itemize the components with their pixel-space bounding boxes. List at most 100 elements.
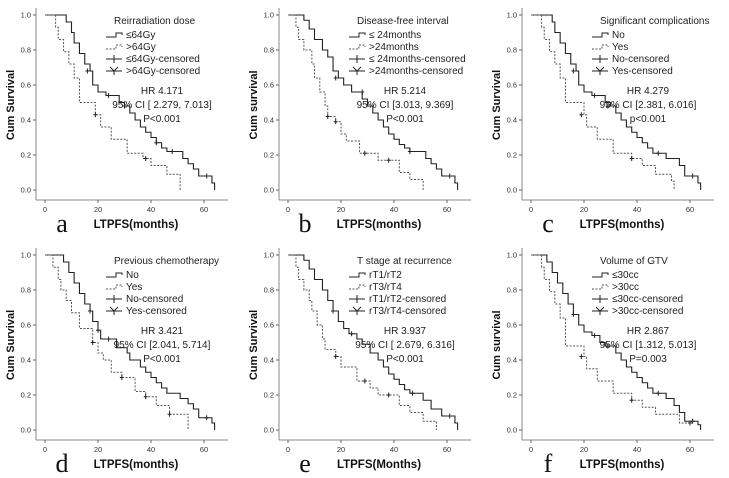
y-axis-label: Cum Survival [491, 70, 503, 140]
x-tick-label: 0 [43, 205, 47, 214]
y-tick-label: 0.0 [507, 186, 517, 195]
survival-curve-group1 [531, 14, 702, 190]
y-axis-label: Cum Survival [5, 310, 17, 380]
x-tick-label: 60 [200, 445, 208, 454]
legend-entry: rT3/rT4 [369, 282, 402, 293]
survival-curve-group1 [45, 254, 216, 430]
x-axis-label: LTPFS(months) [580, 459, 665, 471]
stat-annotation: p<0.001 [630, 114, 667, 125]
x-tick-label: 0 [529, 445, 533, 454]
legend-symbol-dashed-step [592, 284, 609, 290]
legend-symbol-star [356, 306, 362, 312]
km-panel-c: 0.0 0.2 0.4 0.6 0.8 1.0 0 20 40 60 LTPFS(months) Cu… [486, 0, 729, 238]
y-tick-label: 0.4 [21, 116, 31, 125]
km-panel-d: 0.0 0.2 0.4 0.6 0.8 1.0 0 20 40 60 LTPFS(months) Cu… [0, 240, 243, 478]
y-tick-label: 0.0 [507, 426, 517, 435]
x-tick-label: 20 [580, 205, 588, 214]
y-tick-label: 0.4 [21, 356, 31, 365]
x-tick-label: 60 [443, 445, 451, 454]
x-tick-label: 20 [580, 445, 588, 454]
stat-annotation: 95% CI [2.041, 5.714] [114, 340, 211, 351]
panel-letter: d [56, 449, 69, 478]
x-tick-label: 60 [200, 205, 208, 214]
legend-entry: ≤ 24months [369, 30, 421, 41]
y-tick-label: 0.4 [507, 356, 517, 365]
legend-title: Disease-free interval [357, 16, 449, 27]
y-tick-label: 0.2 [507, 391, 517, 400]
legend-entry: >24months [369, 42, 419, 53]
y-tick-label: 0.6 [507, 81, 517, 90]
y-tick-label: 0.6 [264, 321, 274, 330]
y-tick-label: 0.6 [264, 81, 274, 90]
x-axis-label: LTPFS(months) [580, 219, 665, 231]
stat-annotation: HR 5.214 [384, 86, 427, 97]
x-axis-label: LTPFS(Months) [337, 459, 421, 471]
legend-entry: ≤ 24months-censored [369, 54, 466, 65]
y-tick-label: 1.0 [264, 11, 274, 20]
y-tick-label: 0.0 [21, 426, 31, 435]
x-tick-label: 0 [286, 445, 290, 454]
x-tick-label: 60 [686, 205, 694, 214]
x-tick-label: 40 [147, 445, 155, 454]
panel-letter: b [299, 209, 312, 238]
y-tick-label: 1.0 [507, 251, 517, 260]
panel-letter: a [56, 209, 68, 238]
legend-entry: Yes-censored [126, 306, 187, 317]
x-tick-label: 40 [147, 205, 155, 214]
legend-symbol-star [109, 66, 115, 72]
legend-entry: rT1/rT2-censored [369, 294, 446, 305]
y-tick-label: 0.8 [507, 46, 517, 55]
panel-letter: f [544, 449, 553, 478]
legend-symbol-solid-step [106, 32, 123, 38]
y-tick-label: 0.8 [264, 286, 274, 295]
legend-symbol-star [113, 306, 119, 312]
y-tick-label: 1.0 [21, 251, 31, 260]
legend-entry: No [612, 30, 625, 41]
y-tick-label: 0.4 [507, 116, 517, 125]
y-tick-label: 0.2 [21, 151, 31, 160]
legend-title: T stage at recurrence [357, 256, 452, 267]
km-chart-e: 0.0 0.2 0.4 0.6 0.8 1.0 0 20 40 60 LTPFS(Months) Cu… [248, 248, 471, 478]
x-tick-label: 40 [390, 205, 398, 214]
km-chart-a: 0.0 0.2 0.4 0.6 0.8 1.0 0 20 40 60 LTPFS(months) Cu… [5, 8, 228, 238]
y-tick-label: 0.0 [21, 186, 31, 195]
panel-letter: c [542, 209, 554, 238]
y-axis-label: Cum survival [248, 70, 260, 139]
legend-title: Reirradiation dose [114, 16, 196, 27]
survival-curve-group2 [45, 254, 189, 430]
legend-entry: ≤64Gy [126, 30, 155, 41]
legend-symbol-dashed-step [349, 284, 366, 290]
legend-entry: Yes-censored [612, 66, 673, 77]
x-tick-label: 40 [390, 445, 398, 454]
y-tick-label: 0.6 [21, 321, 31, 330]
legend-entry: Yes [612, 42, 628, 53]
legend-symbol-solid-step [106, 272, 123, 278]
legend-title: Volume of GTV [600, 256, 668, 267]
km-panel-b: 0.0 0.2 0.4 0.6 0.8 1.0 0 20 40 60 LTPFS(months) Cu… [243, 0, 486, 238]
y-tick-label: 0.8 [21, 286, 31, 295]
y-tick-label: 0.0 [264, 426, 274, 435]
y-tick-label: 0.8 [264, 46, 274, 55]
legend-symbol-star [352, 306, 358, 312]
x-tick-label: 20 [94, 445, 102, 454]
y-tick-label: 0.2 [264, 391, 274, 400]
x-tick-label: 20 [337, 205, 345, 214]
legend-entry: >30cc [612, 282, 639, 293]
km-panel-a: 0.0 0.2 0.4 0.6 0.8 1.0 0 20 40 60 LTPFS(months) Cu… [0, 0, 243, 238]
km-panel-f: 0.0 0.2 0.4 0.6 0.8 1.0 0 20 40 60 LTPFS(months) Cu… [486, 240, 729, 478]
x-tick-label: 60 [686, 445, 694, 454]
y-tick-label: 0.8 [21, 46, 31, 55]
survival-curve-group1 [45, 14, 216, 190]
stat-annotation: P<0.001 [143, 114, 181, 125]
legend-symbol-star [109, 306, 115, 312]
stat-annotation: P<0.001 [386, 354, 424, 365]
x-axis-label: LTPFS(months) [94, 459, 179, 471]
legend-symbol-star [599, 306, 605, 312]
km-chart-d: 0.0 0.2 0.4 0.6 0.8 1.0 0 20 40 60 LTPFS(months) Cu… [5, 248, 228, 478]
legend-entry: No [126, 270, 139, 281]
stat-annotation: P<0.001 [143, 354, 181, 365]
legend-symbol-star [599, 66, 605, 72]
y-tick-label: 0.6 [21, 81, 31, 90]
x-tick-label: 0 [43, 445, 47, 454]
x-axis-label: LTPFS(months) [337, 219, 422, 231]
